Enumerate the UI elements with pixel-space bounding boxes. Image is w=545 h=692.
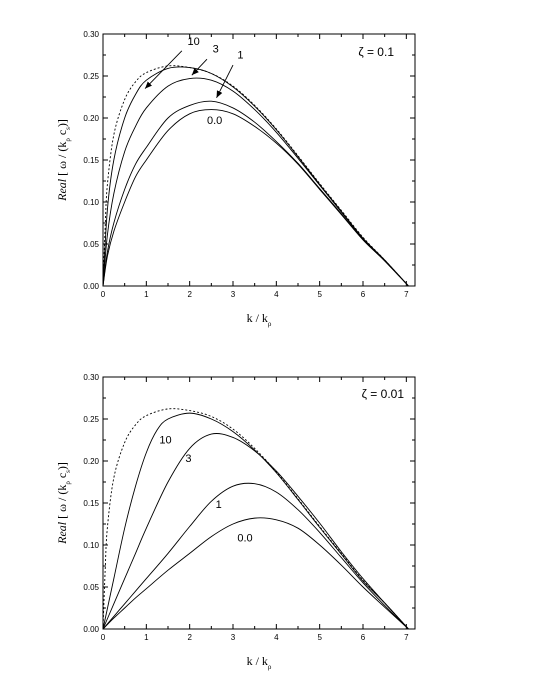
x-tick-label: 6 (361, 633, 366, 642)
y-tick-label: 0.30 (83, 30, 99, 39)
y-tick-label: 0.15 (83, 499, 99, 508)
series-line-0-0 (102, 109, 409, 287)
annotation-arrow (191, 58, 208, 76)
series-line-limit (102, 65, 409, 287)
x-tick-label: 4 (274, 290, 279, 299)
curve-label: 3 (213, 43, 219, 55)
x-tick-label: 5 (317, 290, 322, 299)
curve-label: 0.0 (207, 115, 222, 127)
x-tick-label: 1 (144, 633, 149, 642)
x-tick-label: 2 (187, 290, 192, 299)
y-tick-label: 0.20 (83, 457, 99, 466)
x-tick-label: 1 (144, 290, 149, 299)
curve-label: 1 (216, 499, 222, 511)
curve-label: 10 (159, 434, 171, 446)
x-tick-label: 2 (187, 633, 192, 642)
y-tick-label: 0.10 (83, 198, 99, 207)
axis-ticks: 0 1 2 3 4 5 6 7 0.00 0.05 0.10 0.15 0.20 0.25 0.30 (83, 373, 415, 642)
series-line-10 (102, 412, 409, 630)
x-axis-label: k / kρ (247, 654, 272, 671)
y-axis-label: Real [ ω / (kρ cs)] (55, 119, 72, 202)
x-tick-label: 4 (274, 633, 279, 642)
curve-label: 3 (185, 453, 191, 465)
series-line-10 (102, 66, 409, 287)
y-tick-label: 0.10 (83, 541, 99, 550)
y-tick-label: 0.05 (83, 583, 99, 592)
x-tick-label: 3 (231, 290, 236, 299)
series-line-0-0 (102, 517, 409, 630)
x-tick-label: 0 (101, 633, 106, 642)
arrow-group (144, 50, 234, 99)
series-line-limit (102, 408, 409, 630)
y-tick-label: 0.30 (83, 373, 99, 382)
y-tick-label: 0.05 (83, 240, 99, 249)
y-tick-label: 0.25 (83, 415, 99, 424)
series-line-1 (102, 100, 409, 287)
series-group (102, 408, 409, 630)
y-tick-label: 0.15 (83, 156, 99, 165)
curve-label: 1 (237, 49, 243, 61)
x-tick-label: 3 (231, 633, 236, 642)
plot-frame (102, 33, 416, 287)
y-tick-label: 0.20 (83, 114, 99, 123)
chart-panel-bottom: 0 1 2 3 4 5 6 7 0.00 0.05 0.10 0.15 0.20 0.25 0.30 0.0… (55, 373, 416, 671)
x-tick-label: 5 (317, 633, 322, 642)
curve-label: 10 (188, 36, 200, 48)
y-tick-label: 0.00 (83, 282, 99, 291)
curve-label: 0.0 (237, 533, 252, 545)
series-line-1 (102, 482, 409, 630)
y-tick-label: 0.25 (83, 72, 99, 81)
x-tick-label: 7 (404, 633, 409, 642)
y-tick-label: 0.00 (83, 625, 99, 634)
x-axis-label: k / kρ (247, 311, 272, 328)
series-group (102, 65, 409, 287)
annotation-arrow (216, 64, 234, 99)
parameter-label: ζ = 0.01 (362, 387, 405, 401)
axis-ticks: 0 1 2 3 4 5 6 7 0.00 0.05 0.10 0.15 0.20 0.25 0.30 (83, 30, 415, 299)
chart-panel-top: 0 1 2 3 4 5 6 7 0.00 0.05 0.10 0.15 0.20 0.25 0.30 0.0… (55, 30, 416, 328)
x-tick-label: 7 (404, 290, 409, 299)
y-axis-label: Real [ ω / (kρ cs)] (55, 462, 72, 545)
plot-frame (102, 376, 416, 630)
curve-label-group: 0.0 1 3 10 (188, 36, 244, 127)
series-line-3 (102, 77, 409, 287)
parameter-label: ζ = 0.1 (358, 45, 394, 59)
series-line-3 (102, 433, 409, 630)
curve-label-group: 0.0 1 3 10 (159, 434, 252, 544)
annotation-arrow (144, 50, 183, 89)
x-tick-label: 6 (361, 290, 366, 299)
x-tick-label: 0 (101, 290, 106, 299)
